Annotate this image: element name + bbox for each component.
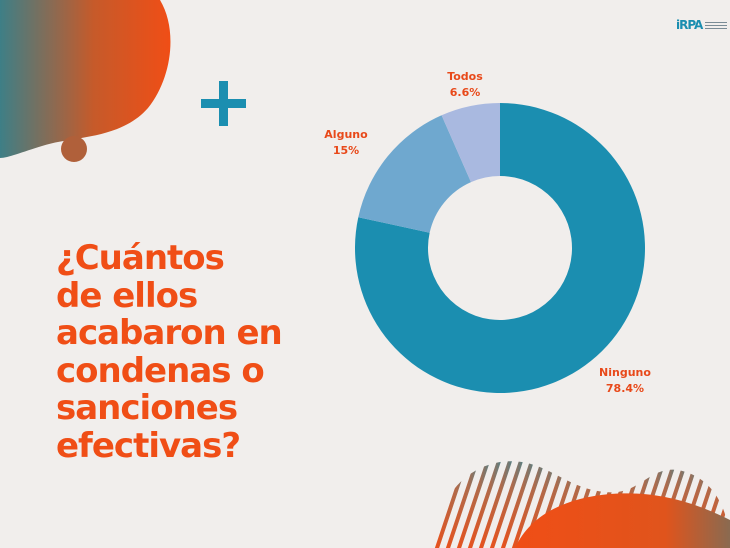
slice-value-alguno: 15% <box>333 144 359 157</box>
slice-alguno <box>358 115 471 233</box>
question-heading: ¿Cuántos de ellos acabaron en condenas o… <box>56 238 283 466</box>
slice-value-ninguno: 78.4% <box>606 382 644 395</box>
top-left-blob <box>0 0 171 158</box>
slice-ninguno <box>355 103 646 393</box>
small-brown-dot <box>61 136 87 162</box>
slice-label-alguno: Alguno <box>324 128 368 141</box>
slice-value-todos: 6.6% <box>450 86 481 99</box>
bottom-right-blob <box>515 493 730 548</box>
slice-label-ninguno: Ninguno <box>599 366 651 379</box>
logo-mark: iRPA <box>676 18 703 32</box>
irpa-logo: iRPA <box>676 18 728 32</box>
slice-todos <box>441 103 500 183</box>
slice-label-todos: Todos <box>447 70 483 83</box>
plus-icon <box>201 81 246 126</box>
logo-tagline <box>705 21 728 29</box>
